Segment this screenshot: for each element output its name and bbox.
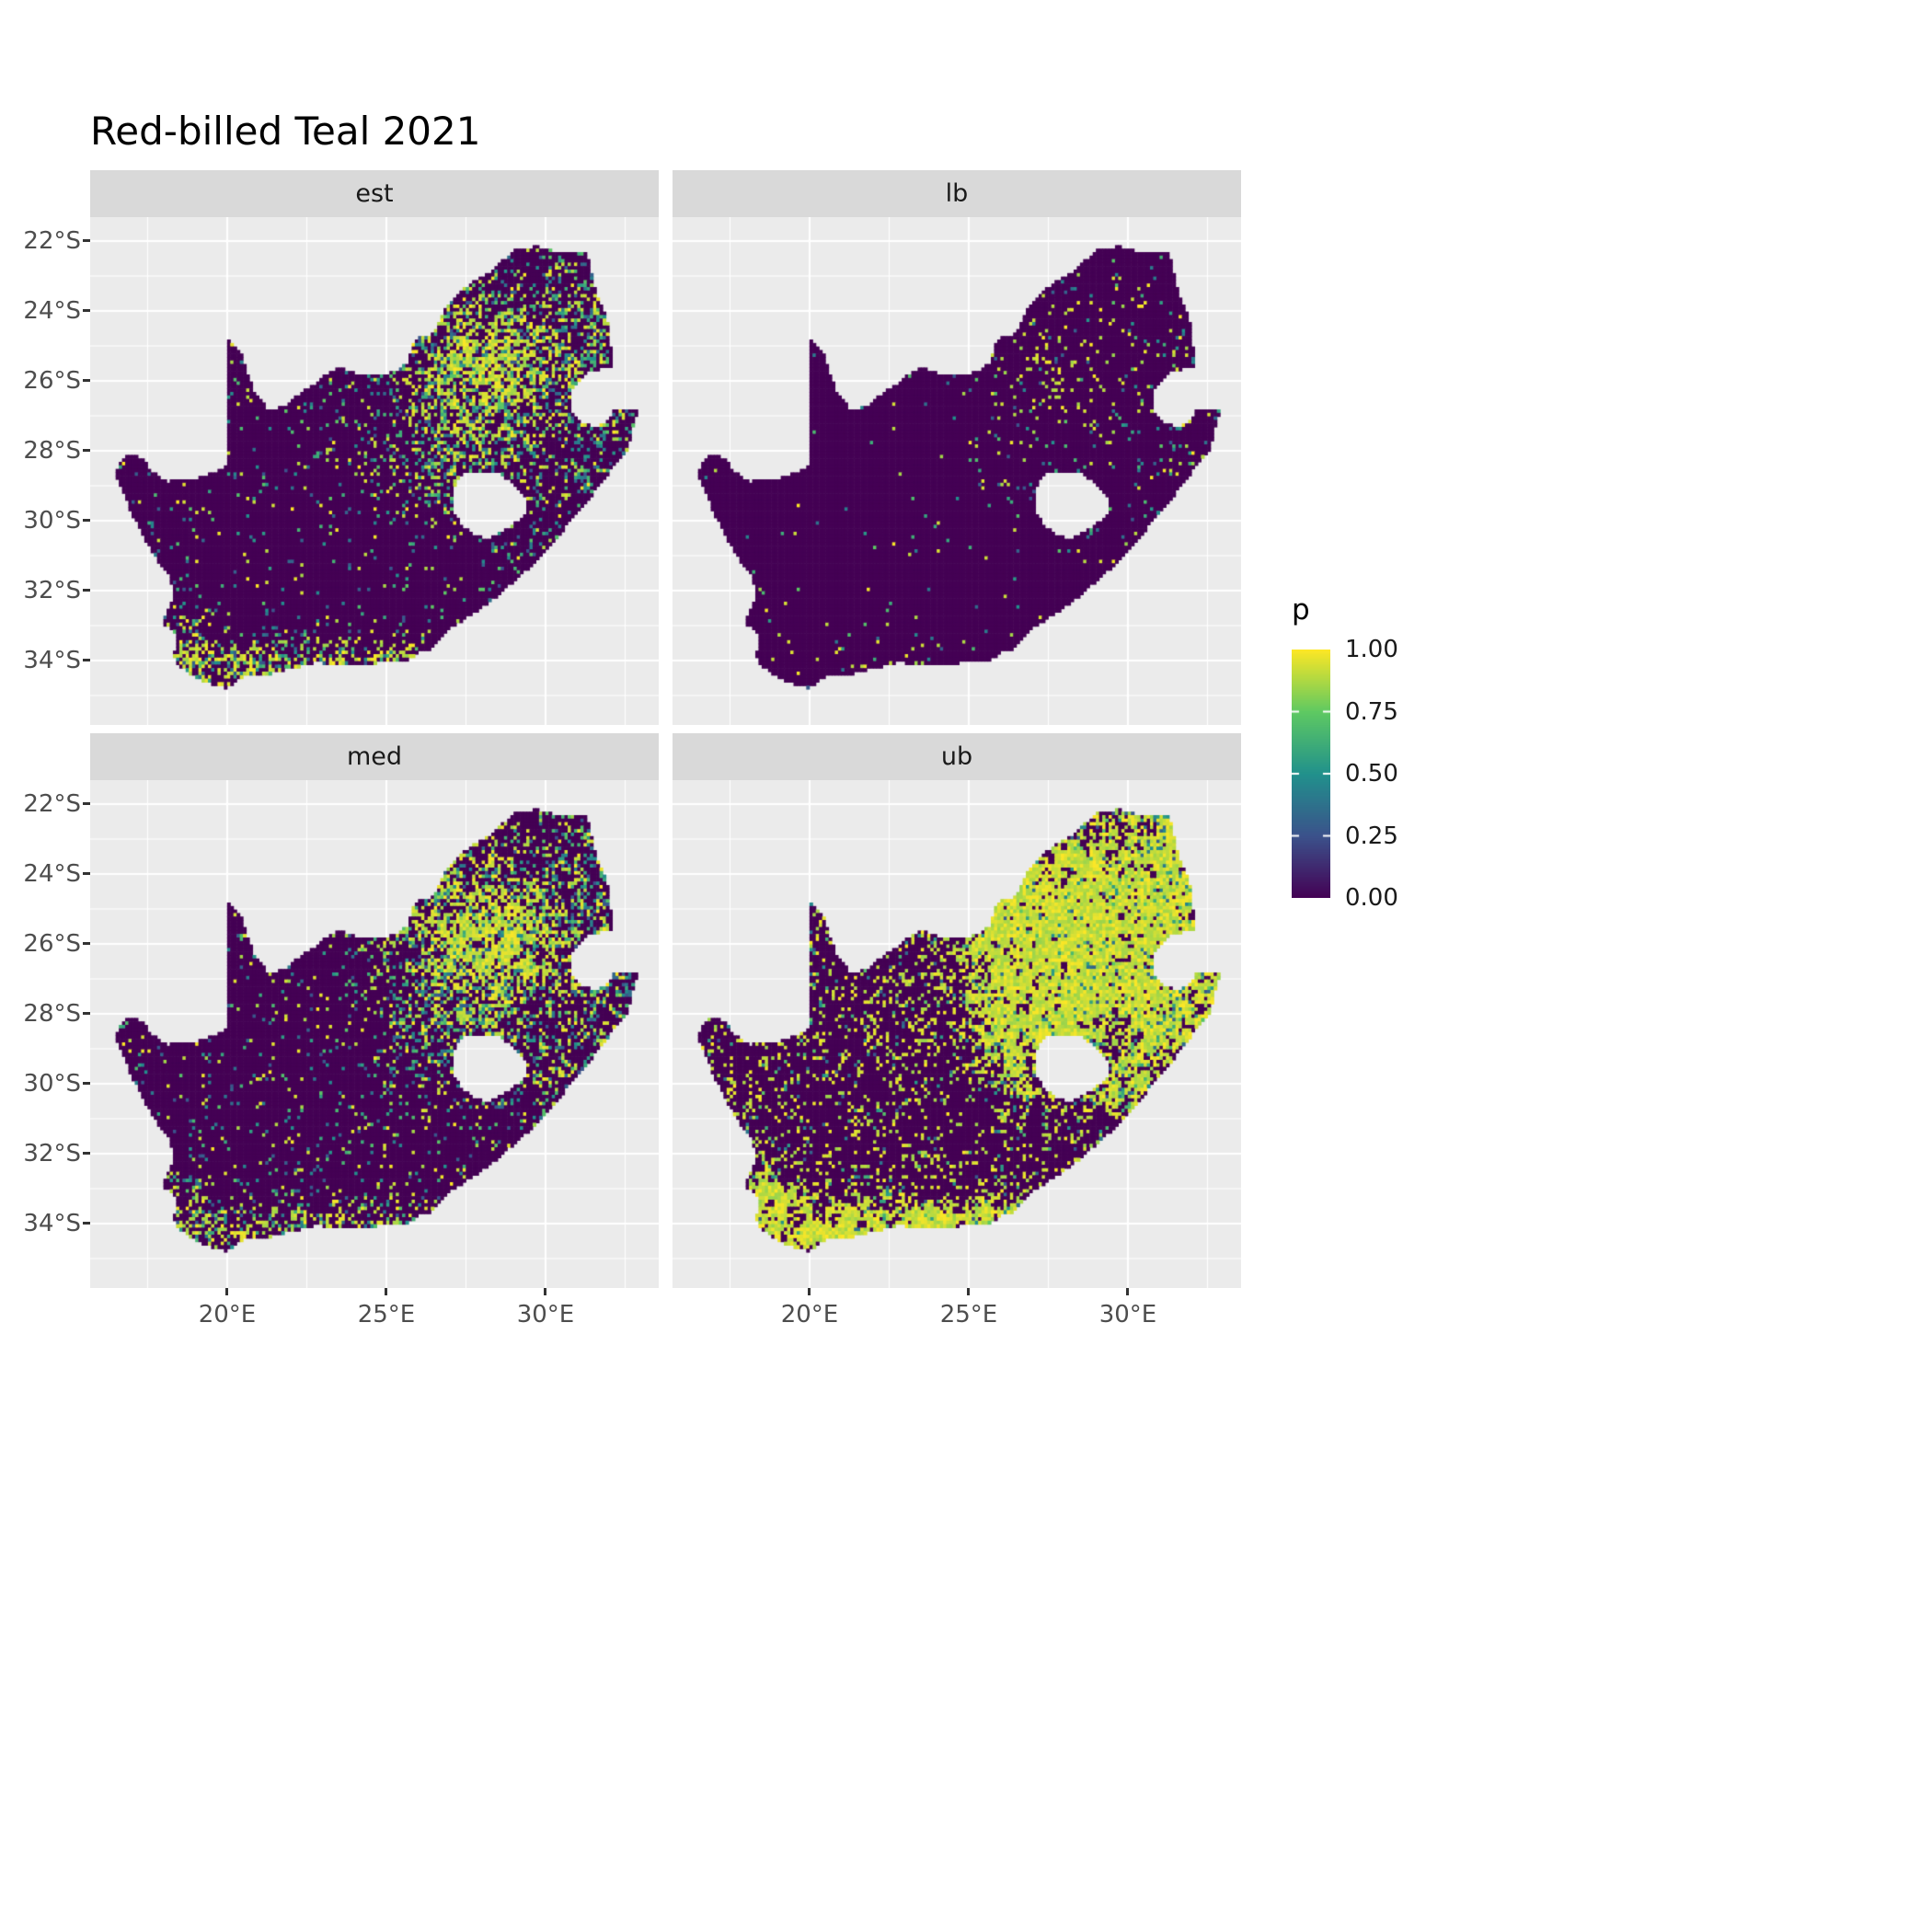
y-axis-label: 22°S: [23, 789, 81, 818]
y-axis-label: 26°S: [23, 366, 81, 395]
y-axis-label: 32°S: [23, 1139, 81, 1167]
y-axis-tick: [83, 1222, 90, 1225]
facet-label-est: est: [355, 179, 394, 208]
x-axis-tick: [967, 1288, 971, 1295]
x-axis-label: 20°E: [780, 1301, 839, 1328]
y-axis-label: 28°S: [23, 999, 81, 1028]
legend-tick-label: 0.50: [1345, 760, 1398, 788]
y-axis-tick: [83, 1152, 90, 1156]
legend-colorbar: [1292, 650, 1330, 898]
facet-strip-med: med: [90, 733, 659, 780]
y-axis-label: 34°S: [23, 646, 81, 674]
y-axis-label: 34°S: [23, 1209, 81, 1237]
x-axis-label: 20°E: [198, 1301, 257, 1328]
y-axis-label: 26°S: [23, 929, 81, 958]
map-raster-lb: [673, 217, 1241, 725]
facet-label-ub: ub: [940, 742, 973, 771]
x-axis-tick: [1126, 1288, 1130, 1295]
x-axis-label: 25°E: [357, 1301, 416, 1328]
legend-tick-label: 1.00: [1345, 636, 1398, 663]
y-axis-tick: [83, 239, 90, 243]
y-axis-tick: [83, 519, 90, 523]
y-axis-tick: [83, 659, 90, 662]
y-axis-label: 32°S: [23, 576, 81, 604]
x-axis-tick: [544, 1288, 547, 1295]
y-axis-label: 30°S: [23, 1069, 81, 1098]
y-axis-tick: [83, 379, 90, 383]
y-axis-tick: [83, 942, 90, 946]
y-axis-label: 24°S: [23, 296, 81, 325]
x-axis-tick: [385, 1288, 388, 1295]
plot-title: Red-billed Teal 2021: [90, 109, 481, 154]
legend-tick-label: 0.75: [1345, 697, 1398, 726]
facet-panel-lb: [673, 217, 1241, 725]
map-raster-est: [90, 217, 659, 725]
y-axis-label: 24°S: [23, 859, 81, 888]
facet-panel-est: [90, 217, 659, 725]
y-axis-tick: [83, 1082, 90, 1086]
y-axis-tick: [83, 589, 90, 592]
y-axis-tick: [83, 872, 90, 876]
y-axis-tick: [83, 1012, 90, 1016]
facet-panel-med: [90, 780, 659, 1288]
x-axis-label: 25°E: [939, 1301, 998, 1328]
y-axis-label: 28°S: [23, 436, 81, 465]
facet-label-lb: lb: [945, 179, 969, 208]
y-axis-tick: [83, 449, 90, 453]
x-axis-label: 30°E: [516, 1301, 575, 1328]
x-axis-tick: [808, 1288, 811, 1295]
legend-tick-label: 0.25: [1345, 822, 1398, 850]
y-axis-label: 22°S: [23, 226, 81, 255]
y-axis-tick: [83, 802, 90, 806]
map-raster-ub: [673, 780, 1241, 1288]
facet-strip-est: est: [90, 170, 659, 217]
y-axis-tick: [83, 309, 90, 313]
facet-strip-lb: lb: [673, 170, 1241, 217]
x-axis-label: 30°E: [1098, 1301, 1157, 1328]
y-axis-label: 30°S: [23, 506, 81, 535]
facet-panel-ub: [673, 780, 1241, 1288]
legend-title: p: [1292, 593, 1310, 627]
facet-label-med: med: [346, 742, 403, 771]
x-axis-tick: [225, 1288, 229, 1295]
map-raster-med: [90, 780, 659, 1288]
legend-tick-label: 0.00: [1345, 884, 1398, 912]
facet-strip-ub: ub: [673, 733, 1241, 780]
